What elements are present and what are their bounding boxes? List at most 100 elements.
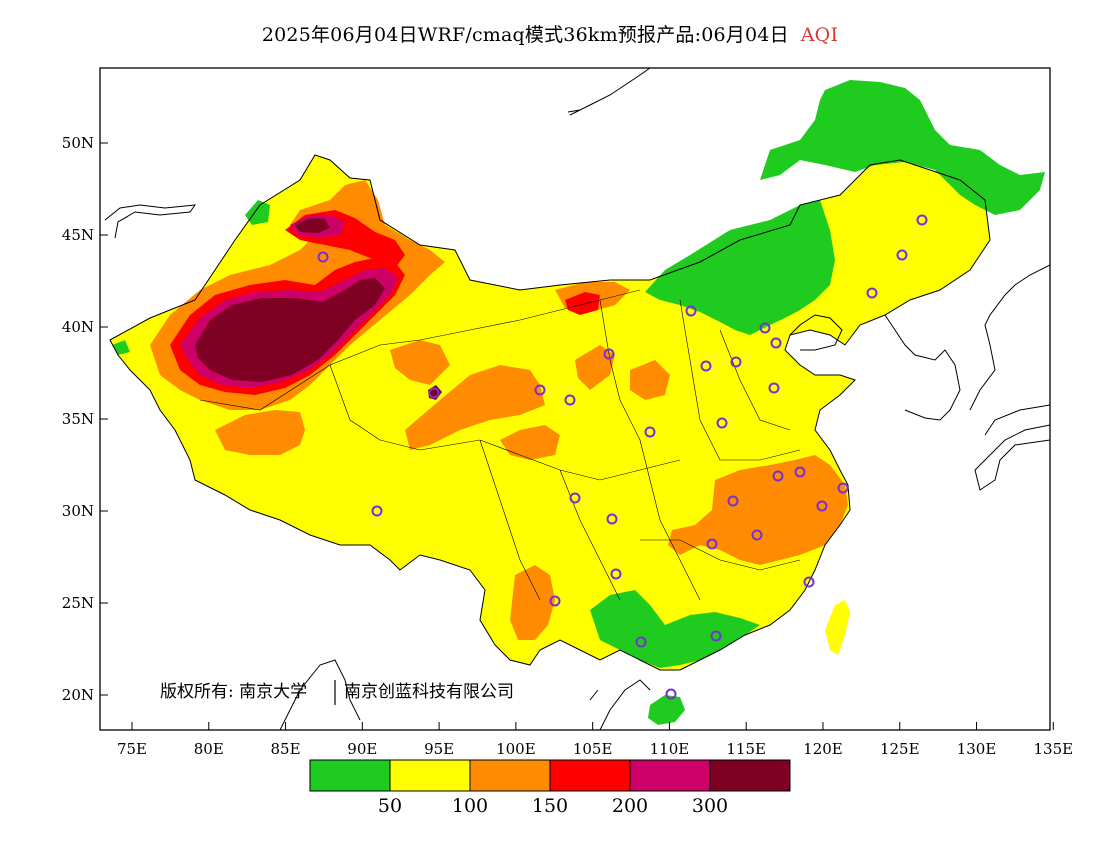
y-tick-label: 20N (62, 686, 94, 704)
bay-of-bengal-coast (279, 659, 361, 730)
x-tick-label: 90E (347, 740, 377, 758)
product-label: AQI (800, 24, 839, 46)
colorbar: 50 100 150 200 300 (309, 759, 791, 817)
map-frame (99, 67, 1051, 731)
aqi-zone-hazardous-xinjiang (195, 278, 385, 382)
colorbar-swatch (629, 759, 711, 792)
x-tick-label: 125E (880, 740, 920, 758)
station-marker (428, 387, 440, 399)
x-tick-label: 80E (194, 740, 224, 758)
y-axis: 20N 25N 30N 35N 40N 45N 50N (62, 134, 108, 704)
station-markers (317, 214, 928, 700)
station-marker (837, 482, 849, 494)
y-tick-label: 40N (62, 318, 94, 336)
colorbar-swatch (469, 759, 551, 792)
station-marker (770, 337, 782, 349)
copyright-org: 南京创蓝科技有限公司 (344, 682, 514, 702)
map-title: 2025年06月04日WRF/cmaq模式36km预报产品:06月04日 AQI (0, 20, 1100, 47)
station-marker (549, 595, 561, 607)
y-tick-label: 45N (62, 226, 94, 244)
x-tick-label: 105E (573, 740, 613, 758)
station-marker (866, 287, 878, 299)
colorbar-label: 150 (532, 795, 568, 817)
station-marker (730, 356, 742, 368)
copyright-text: 版权所有: 南京大学 (160, 682, 307, 702)
station-marker (706, 538, 718, 550)
station-marker (794, 466, 806, 478)
colorbar-swatch (309, 759, 391, 792)
y-tick-label: 30N (62, 502, 94, 520)
vietnam-coastline (589, 679, 651, 730)
station-marker (896, 249, 908, 261)
aqi-zone-good-northeast (760, 80, 1045, 215)
station-marker (816, 500, 828, 512)
island-hainan (648, 695, 685, 725)
station-marker (685, 305, 697, 317)
island-taiwan (825, 600, 850, 655)
aqi-zone-unhealthy-sensitive-qinghai (405, 365, 545, 450)
colorbar-label: 300 (692, 795, 728, 817)
station-marker (772, 470, 784, 482)
x-tick-label: 100E (496, 740, 536, 758)
station-marker (751, 529, 763, 541)
station-marker (644, 426, 656, 438)
aqi-zone-good-south (590, 590, 760, 668)
aqi-zone-unhealthy-sensitive-shanxi (630, 360, 670, 400)
title-text: 2025年06月04日WRF/cmaq模式36km预报产品:06月04日 (261, 24, 789, 46)
x-tick-label: 120E (803, 740, 843, 758)
station-marker (768, 382, 780, 394)
station-marker (716, 417, 728, 429)
colorbar-label: 200 (612, 795, 648, 817)
station-marker (564, 394, 576, 406)
korea-coastline (884, 314, 961, 421)
russia-coastline (567, 68, 651, 116)
station-marker (759, 322, 771, 334)
bohai-coast (789, 314, 843, 351)
station-marker (317, 251, 329, 263)
province-borders (199, 289, 801, 601)
station-marker (603, 348, 615, 360)
x-tick-label: 75E (117, 740, 147, 758)
y-tick-label: 50N (62, 134, 94, 152)
station-marker (710, 630, 722, 642)
aqi-zone-unhealthy-sensitive-southwest (510, 565, 555, 640)
aqi-zone-good-north (645, 200, 835, 335)
colorbar-swatch (709, 759, 791, 792)
lake-balkhash (104, 204, 197, 239)
station-marker (635, 636, 647, 648)
aqi-zone-unhealthy-sensitive-center (390, 340, 450, 385)
station-marker (606, 513, 618, 525)
aqi-zone-hazardous-north (295, 218, 330, 233)
station-marker (569, 492, 581, 504)
x-tick-label: 85E (271, 740, 301, 758)
aqi-zone-unhealthy-inner-mongolia (565, 292, 600, 315)
station-marker (665, 688, 677, 700)
aqi-zone-unhealthy-sensitive-east (668, 455, 848, 565)
x-tick-label: 130E (957, 740, 997, 758)
y-tick-label: 25N (62, 594, 94, 612)
aqi-zone-unhealthy-sensitive-gansu (500, 425, 560, 460)
aqi-zone-good-northwest (245, 200, 270, 225)
map-layers: 版权所有: 南京大学 南京创蓝科技有限公司 (104, 68, 1050, 730)
x-axis: 75E 80E 85E 90E 95E 100E 105E 110E 115E 120E 125E 1… (117, 722, 1073, 758)
x-tick-label: 95E (424, 740, 454, 758)
colorbar-swatch (389, 759, 471, 792)
colorbar-label: 50 (378, 795, 402, 817)
station-marker (610, 568, 622, 580)
x-tick-label: 135E (1034, 740, 1074, 758)
station-marker (916, 214, 928, 226)
japan-coastline (969, 264, 1050, 491)
station-marker (727, 495, 739, 507)
station-marker (700, 360, 712, 372)
station-marker (534, 384, 546, 396)
colorbar-swatch (549, 759, 631, 792)
colorbar-label: 100 (452, 795, 488, 817)
y-tick-label: 35N (62, 410, 94, 428)
station-marker (371, 505, 383, 517)
country-border (109, 154, 991, 671)
x-tick-label: 115E (726, 740, 766, 758)
aqi-zone-unhealthy-sensitive-tibet (215, 410, 305, 455)
x-tick-label: 110E (650, 740, 690, 758)
station-marker (803, 576, 815, 588)
